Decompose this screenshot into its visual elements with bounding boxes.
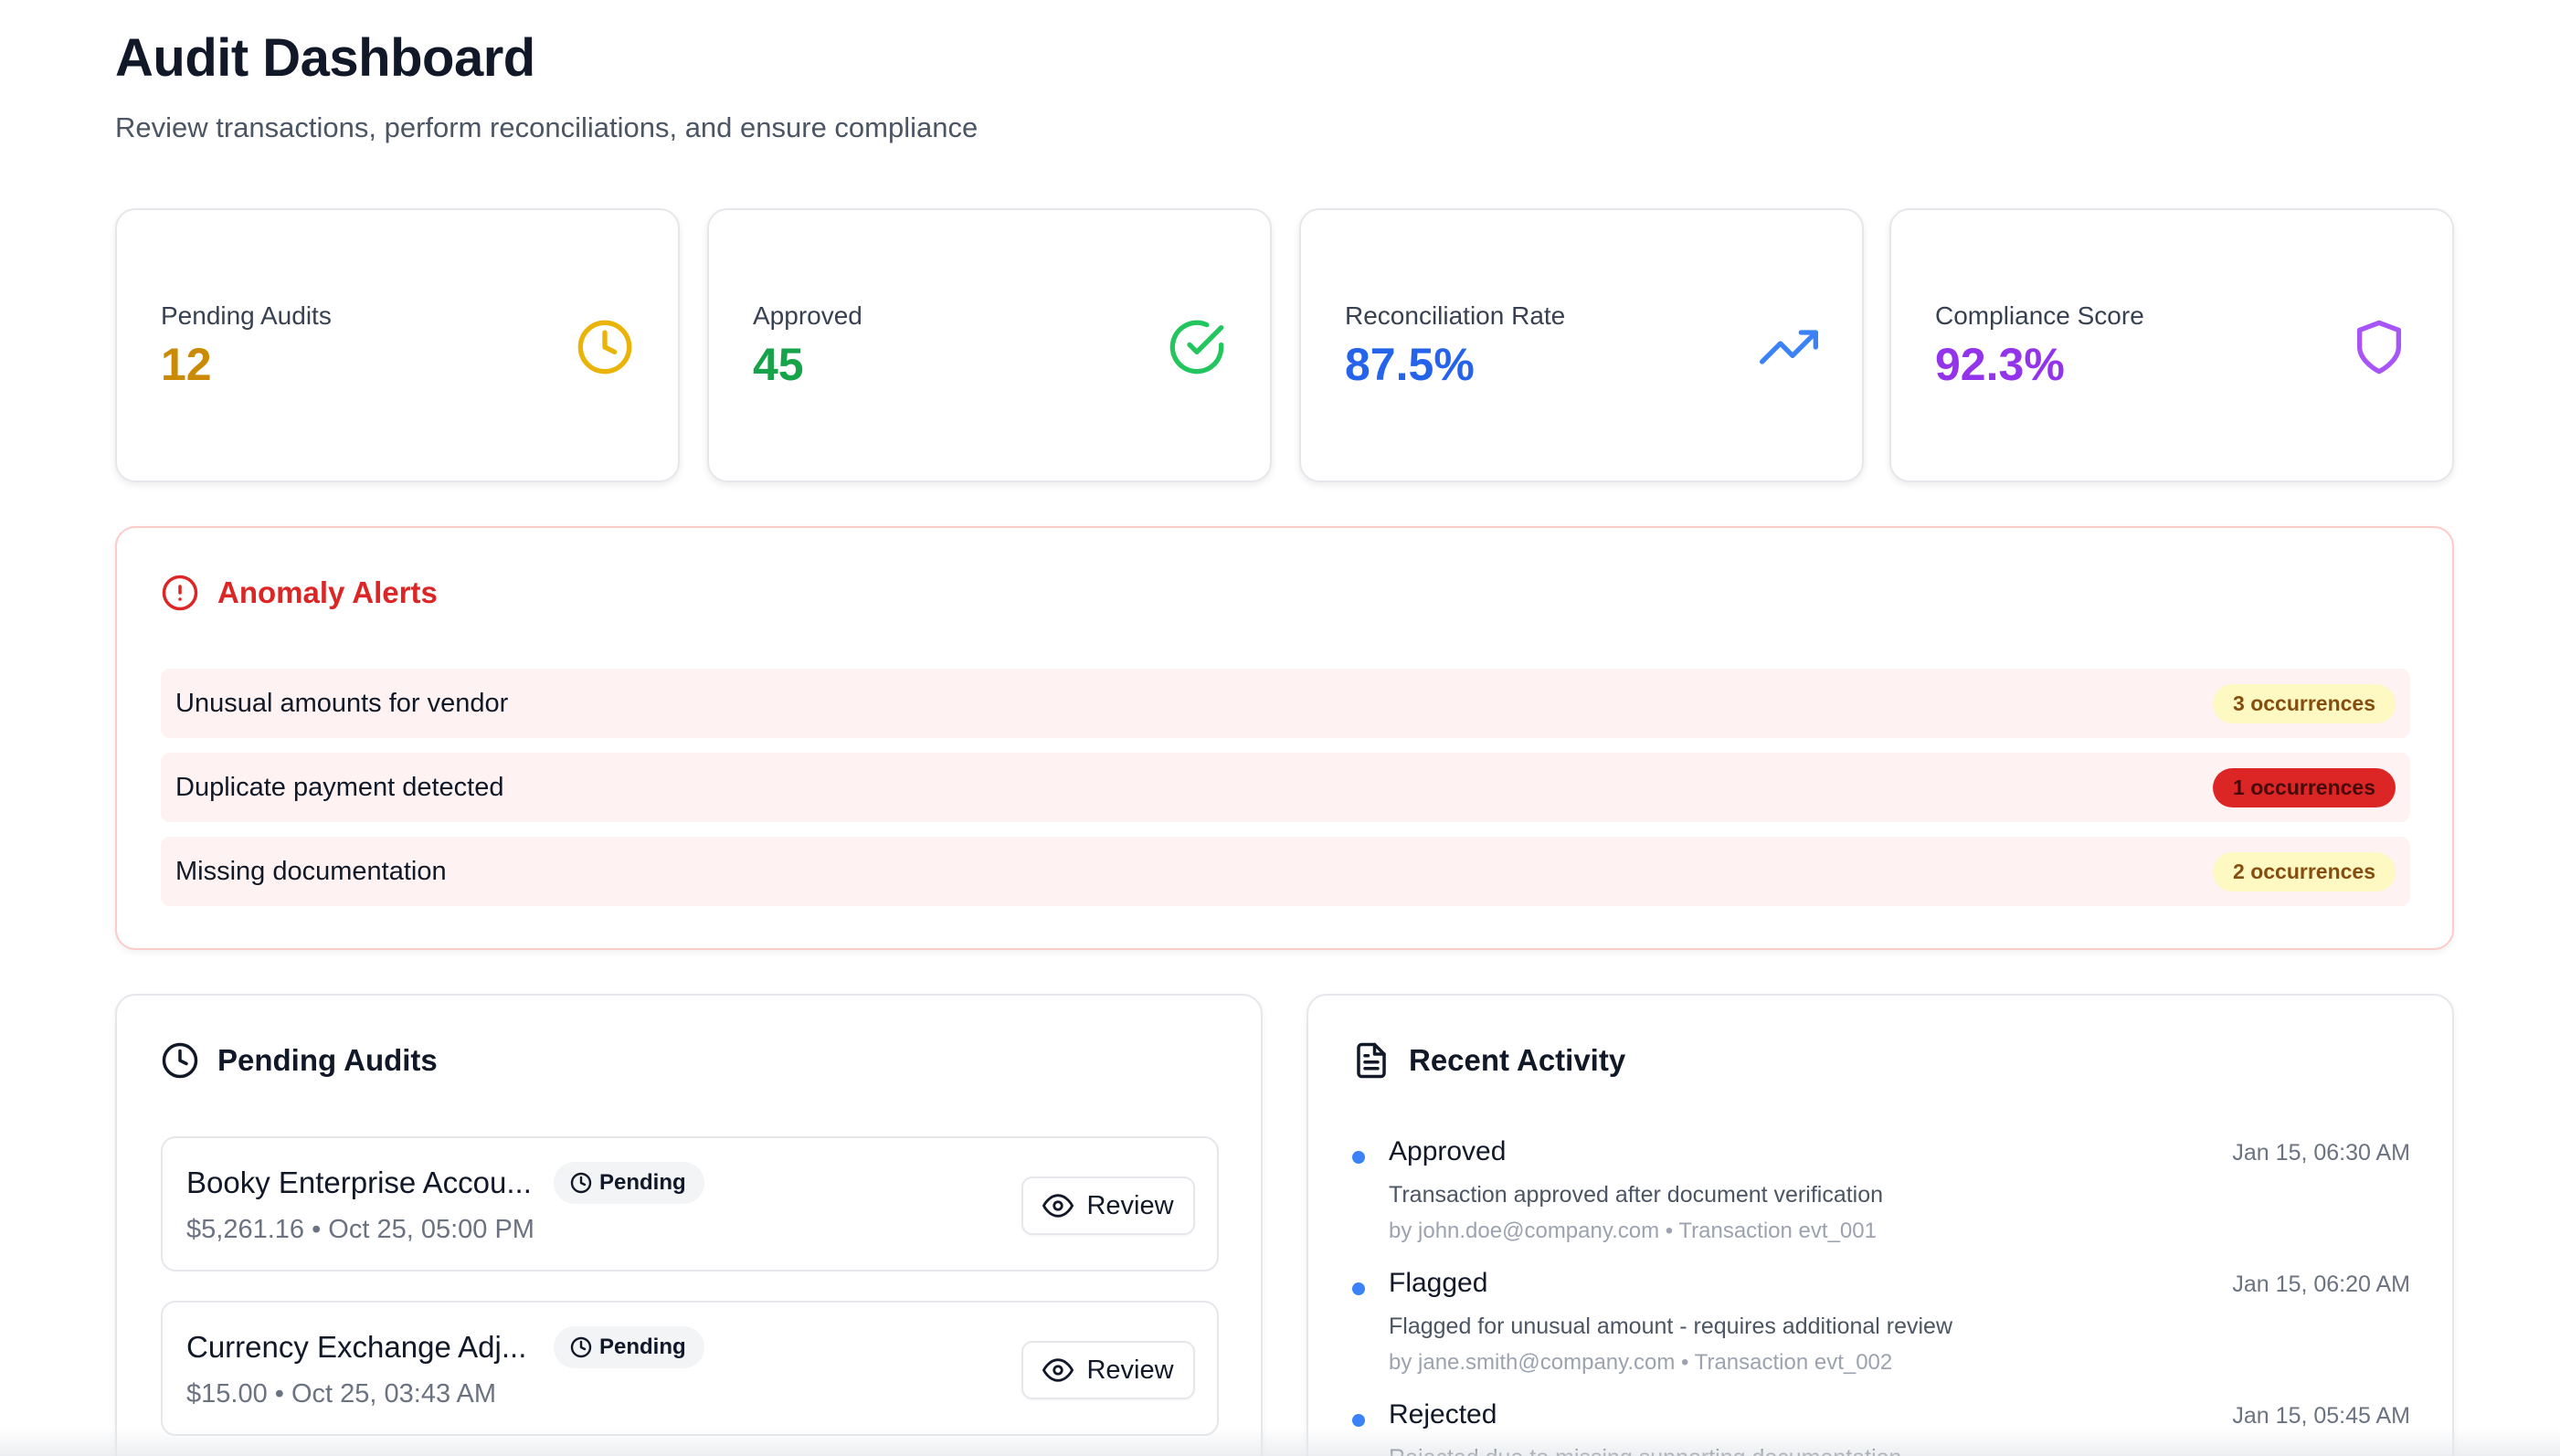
occurrences-badge: 1 occurrences <box>2213 767 2396 807</box>
audit-item: Booky Enterprise Accou... Pending $5,261… <box>161 1136 1219 1271</box>
anomaly-row[interactable]: Missing documentation 2 occurrences <box>161 837 2410 906</box>
page-subtitle: Review transactions, perform reconciliat… <box>115 111 979 143</box>
activity-title: Rejected <box>1389 1399 1497 1430</box>
activity-dot <box>1352 1414 1365 1427</box>
activity-by: by jane.smith@company.com • Transaction … <box>1389 1350 1893 1375</box>
anomaly-alerts-title: Anomaly Alerts <box>217 575 438 609</box>
activity-time: Jan 15, 06:20 AM <box>2232 1271 2410 1297</box>
activity-dot <box>1352 1151 1365 1164</box>
status-label: Pending <box>599 1335 686 1359</box>
stat-label: Pending Audits <box>161 301 332 330</box>
stat-label: Approved <box>753 301 862 330</box>
stat-card-pending-audits: Pending Audits 12 <box>115 208 680 482</box>
activity-title: Flagged <box>1389 1268 1488 1298</box>
pending-audits-title: Pending Audits <box>217 1043 438 1077</box>
eye-icon <box>1042 1194 1074 1218</box>
review-label: Review <box>1086 1190 1174 1220</box>
stat-value: 87.5% <box>1345 339 1475 390</box>
trending-up-icon <box>1760 330 1818 364</box>
activity-desc: Rejected due to missing supporting docum… <box>1389 1445 1901 1456</box>
recent-activity-title: Recent Activity <box>1409 1043 1626 1077</box>
occurrences-badge: 3 occurrences <box>2213 683 2396 723</box>
activity-title: Approved <box>1389 1136 1507 1166</box>
activity-desc: Transaction approved after document veri… <box>1389 1182 1884 1208</box>
audit-name: Currency Exchange Adj... <box>186 1330 527 1364</box>
clock-icon <box>570 1172 592 1194</box>
stat-value: 12 <box>161 339 212 390</box>
check-circle-icon <box>1169 320 1224 375</box>
stat-label: Compliance Score <box>1935 301 2144 330</box>
anomaly-text: Missing documentation <box>175 856 447 886</box>
anomaly-text: Duplicate payment detected <box>175 772 504 802</box>
review-button[interactable]: Review <box>1021 1176 1195 1235</box>
anomaly-row[interactable]: Unusual amounts for vendor 3 occurrences <box>161 669 2410 738</box>
stat-card-compliance-score: Compliance Score 92.3% <box>1889 208 2454 482</box>
pending-audits-header: Pending Audits <box>161 1041 438 1080</box>
audit-item: Currency Exchange Adj... Pending $15.00 … <box>161 1301 1219 1436</box>
anomaly-alerts-header: Anomaly Alerts <box>161 574 438 612</box>
recent-activity-header: Recent Activity <box>1352 1041 1625 1080</box>
review-label: Review <box>1086 1355 1174 1385</box>
alert-circle-icon <box>162 575 198 611</box>
activity-dot <box>1352 1282 1365 1295</box>
clock-icon <box>570 1336 592 1358</box>
anomaly-alerts-card: Anomaly Alerts Unusual amounts for vendo… <box>115 526 2454 950</box>
stat-card-approved: Approved 45 <box>707 208 1272 482</box>
stat-value: 92.3% <box>1935 339 2065 390</box>
recent-activity-card: Recent Activity Approved Jan 15, 06:30 A… <box>1306 994 2454 1456</box>
stat-card-reconciliation-rate: Reconciliation Rate 87.5% <box>1299 208 1864 482</box>
anomaly-text: Unusual amounts for vendor <box>175 688 509 718</box>
stats-row: Pending Audits 12 Approved 45 Reconcilia… <box>115 208 2454 482</box>
audit-meta: $5,261.16 • Oct 25, 05:00 PM <box>186 1215 534 1244</box>
activity-by: by john.doe@company.com • Transaction ev… <box>1389 1219 1877 1243</box>
occurrences-badge: 2 occurrences <box>2213 851 2396 892</box>
clock-icon <box>162 1042 198 1079</box>
eye-icon <box>1042 1358 1074 1382</box>
activity-time: Jan 15, 06:30 AM <box>2232 1140 2410 1166</box>
document-icon <box>1357 1042 1386 1079</box>
audit-name: Booky Enterprise Accou... <box>186 1166 532 1199</box>
status-label: Pending <box>599 1170 686 1195</box>
status-badge: Pending <box>554 1326 704 1368</box>
anomaly-row[interactable]: Duplicate payment detected 1 occurrences <box>161 753 2410 822</box>
review-button[interactable]: Review <box>1021 1341 1195 1399</box>
stat-value: 45 <box>753 339 804 390</box>
clock-icon <box>577 320 632 375</box>
stat-label: Reconciliation Rate <box>1345 301 1566 330</box>
page-title: Audit Dashboard <box>115 28 535 88</box>
status-badge: Pending <box>554 1162 704 1204</box>
audit-meta: $15.00 • Oct 25, 03:43 AM <box>186 1379 497 1409</box>
shield-icon <box>2357 320 2401 375</box>
activity-desc: Flagged for unusual amount - requires ad… <box>1389 1314 1953 1339</box>
pending-audits-card: Pending Audits Booky Enterprise Accou...… <box>115 994 1263 1456</box>
activity-time: Jan 15, 05:45 AM <box>2232 1403 2410 1429</box>
